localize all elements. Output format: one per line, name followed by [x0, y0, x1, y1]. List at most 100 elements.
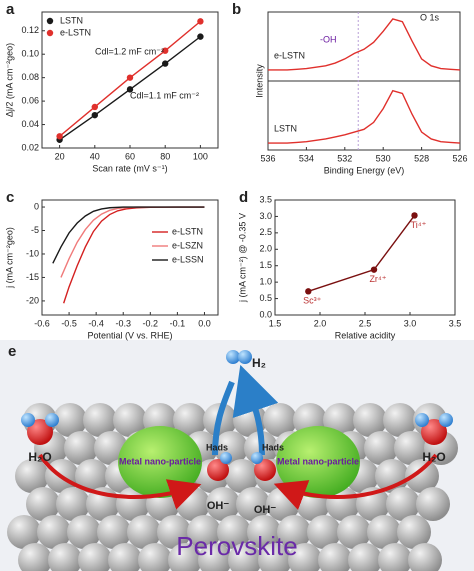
- y-tick-label: -15: [26, 272, 39, 282]
- arrow: [38, 453, 202, 510]
- h2-label: H₂: [252, 356, 266, 370]
- hads-label: Hads: [206, 442, 228, 452]
- legend-label: e-LSSN: [172, 254, 204, 264]
- plot-frame: [274, 199, 456, 316]
- sphere: [348, 543, 382, 571]
- y-axis-label: j (mA cm⁻²geo): [4, 227, 14, 289]
- x-tick-label: -0.2: [143, 318, 159, 328]
- marker: [162, 47, 169, 54]
- sphere: [97, 515, 131, 549]
- x-tick-label: 60: [125, 151, 135, 161]
- sphere: [18, 543, 52, 571]
- y-tick-label: -20: [26, 295, 39, 305]
- marker: [56, 133, 63, 140]
- sphere: [383, 403, 417, 437]
- marker: [162, 60, 169, 67]
- sphere: [288, 543, 322, 571]
- x-tick-label: 2.0: [314, 318, 327, 328]
- sphere: [236, 487, 270, 521]
- y-tick-label: 2.0: [259, 244, 272, 254]
- marker: [91, 111, 99, 119]
- x-tick-label: 532: [337, 153, 352, 163]
- x-tick-label: -0.5: [61, 318, 77, 328]
- oh-label: OH⁻: [207, 500, 230, 512]
- x-tick-label: 40: [90, 151, 100, 161]
- arrow: [273, 453, 438, 511]
- panel-e-labels: e H₂ Hads Hads Metal nano-particle Metal…: [8, 343, 446, 561]
- marker: [305, 288, 312, 295]
- sphere: [15, 459, 49, 493]
- y-tick-label: 0.02: [21, 142, 39, 152]
- marker: [197, 18, 204, 25]
- x-axis-label: Binding Energy (eV): [324, 165, 405, 175]
- x-tick-label: 0.0: [198, 318, 211, 328]
- x-tick-label: 1.5: [269, 318, 282, 328]
- arrow: [215, 382, 262, 456]
- annotation: O 1s: [420, 12, 440, 22]
- sphere: [277, 515, 311, 549]
- water: [21, 413, 59, 445]
- marker: [126, 74, 134, 81]
- marker: [126, 86, 134, 93]
- x-tick-label: 2.5: [359, 318, 372, 328]
- sphere: [56, 487, 90, 521]
- sphere: [78, 543, 112, 571]
- x-tick-label: -0.3: [115, 318, 131, 328]
- water-label: H₂O: [422, 450, 445, 464]
- point-label: Zr⁴⁺: [369, 274, 386, 284]
- legend-label: e-LSTN: [60, 27, 91, 37]
- sphere: [48, 543, 82, 571]
- x-tick-label: 3.5: [449, 318, 462, 328]
- perovskite-label: Perovskite: [176, 531, 297, 561]
- sphere: [157, 515, 191, 549]
- sphere: [408, 543, 442, 571]
- annotation: Cdl=1.2 mF cm⁻²: [95, 46, 164, 56]
- sphere: [168, 543, 202, 571]
- oh-label: OH⁻: [254, 504, 277, 516]
- y-tick-label: 0.04: [21, 119, 39, 129]
- series-line: [268, 89, 461, 144]
- legend-label: LSTN: [60, 15, 83, 25]
- x-tick-label: -0.4: [88, 318, 104, 328]
- y-tick-label: 0.12: [21, 25, 39, 35]
- sphere: [75, 459, 109, 493]
- sphere: [64, 431, 98, 465]
- sphere: [258, 543, 292, 571]
- x-tick-label: -0.1: [170, 318, 186, 328]
- y-axis-label: j (mA cm⁻²) @ -0.35 V: [237, 213, 247, 303]
- sphere: [138, 543, 172, 571]
- x-tick-label: 530: [376, 153, 391, 163]
- sphere: [386, 487, 420, 521]
- sphere: [416, 487, 450, 521]
- particle-label: Metal nano-particle: [119, 456, 201, 466]
- y-tick-label: 3.0: [259, 211, 272, 221]
- series-line: [268, 18, 461, 71]
- marker: [370, 266, 378, 273]
- panel-label: e: [8, 343, 16, 360]
- sphere: [405, 459, 439, 493]
- particle-label: Metal nano-particle: [277, 456, 359, 466]
- sphere: [173, 403, 207, 437]
- sphere: [187, 515, 221, 549]
- sphere: [127, 515, 161, 549]
- legend-label: e-LSTN: [274, 50, 305, 60]
- sphere: [198, 543, 232, 571]
- sphere: [318, 543, 352, 571]
- sphere: [53, 403, 87, 437]
- adsorbate: [207, 452, 232, 481]
- point-label: Ti⁴⁺: [411, 220, 427, 230]
- marker: [91, 103, 99, 111]
- series-line: [308, 215, 416, 293]
- y-axis-label: Intensity: [254, 64, 264, 98]
- x-tick-label: 536: [260, 153, 275, 163]
- legend-label: e-LSZN: [172, 240, 203, 250]
- y-tick-label: 3.5: [259, 194, 272, 204]
- y-tick-label: 0.0: [259, 309, 272, 319]
- marker: [411, 212, 418, 219]
- y-tick-label: -10: [26, 248, 39, 258]
- sphere: [113, 403, 147, 437]
- y-tick-label: 1.5: [259, 260, 272, 270]
- x-axis-label: Potential (V vs. RHE): [87, 330, 172, 340]
